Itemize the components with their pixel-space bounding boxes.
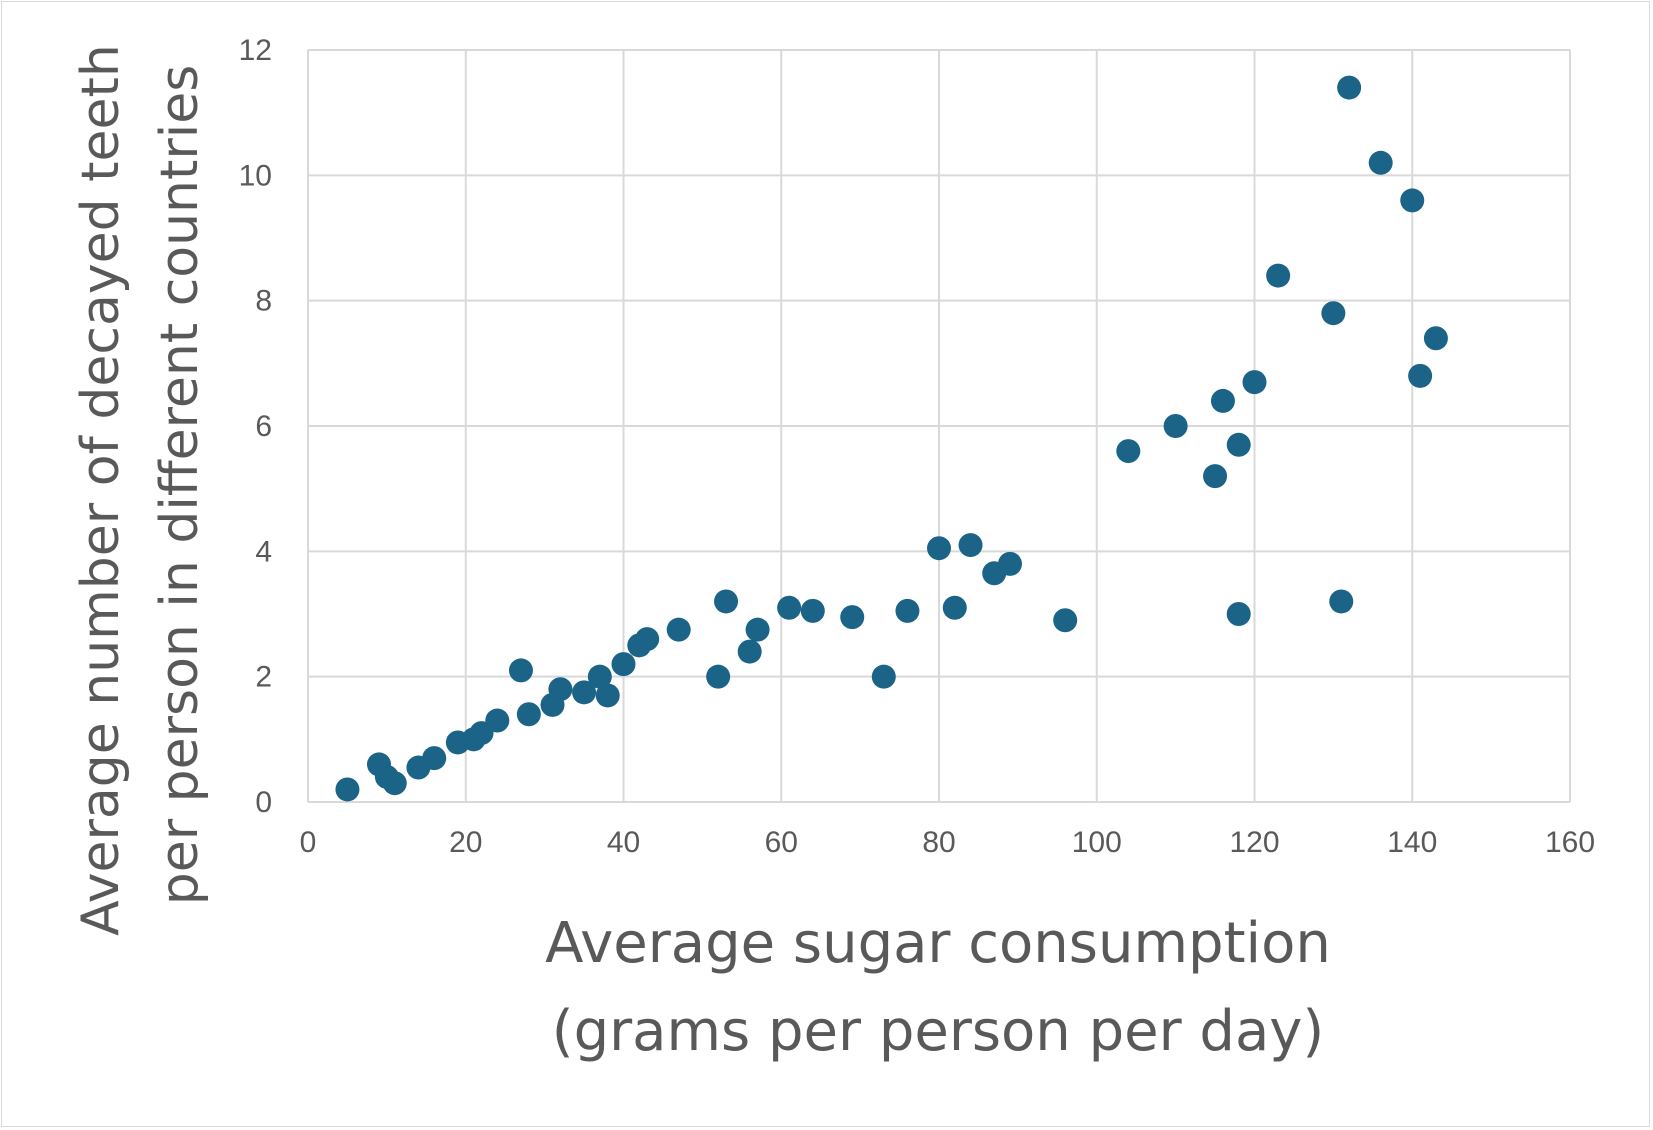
y-axis-title-line-2: per person in different countries xyxy=(150,65,210,906)
data-point xyxy=(1226,432,1251,457)
y-tick-label: 8 xyxy=(255,285,272,318)
data-point xyxy=(1210,388,1235,413)
data-point xyxy=(516,702,541,727)
data-point xyxy=(1203,464,1228,489)
data-point xyxy=(895,598,920,623)
data-points xyxy=(335,75,1448,802)
data-point xyxy=(1266,263,1291,288)
data-point xyxy=(422,746,447,771)
data-point xyxy=(1337,75,1362,100)
y-tick-label: 6 xyxy=(255,410,272,443)
x-tick-label: 80 xyxy=(922,826,955,859)
data-point xyxy=(1321,301,1346,326)
y-tick-label: 12 xyxy=(239,34,272,67)
y-tick-labels: 0 2 4 6 8 10 12 xyxy=(239,34,272,819)
data-point xyxy=(485,708,510,733)
x-axis-title-line-2: (grams per person per day) xyxy=(552,999,1325,1064)
data-point xyxy=(1400,188,1425,213)
y-tick-label: 10 xyxy=(239,159,272,192)
y-tick-label: 0 xyxy=(255,786,272,819)
data-point xyxy=(1226,602,1251,626)
data-point xyxy=(595,683,620,708)
data-point xyxy=(958,533,983,558)
data-point xyxy=(1329,589,1354,614)
data-point xyxy=(927,536,951,561)
data-point xyxy=(942,595,967,620)
x-tick-labels: 0 20 40 60 80 100 120 140 160 xyxy=(300,826,1595,859)
x-tick-label: 0 xyxy=(300,826,317,859)
x-tick-label: 20 xyxy=(449,826,482,859)
data-point xyxy=(1116,439,1141,464)
data-point xyxy=(745,617,770,642)
data-point xyxy=(840,605,865,630)
data-point xyxy=(1242,370,1267,395)
x-tick-label: 140 xyxy=(1387,826,1437,859)
data-point xyxy=(1423,326,1448,351)
data-point xyxy=(508,658,533,683)
data-point xyxy=(714,589,739,614)
data-point xyxy=(997,551,1022,576)
data-point xyxy=(1368,150,1393,175)
y-axis-title-line-1: Average number of decayed teeth xyxy=(71,44,131,936)
data-point xyxy=(1163,414,1188,438)
data-point xyxy=(572,680,597,705)
data-point xyxy=(1408,363,1433,388)
data-point xyxy=(1053,608,1078,633)
data-point xyxy=(800,598,825,623)
x-tick-label: 60 xyxy=(765,826,798,859)
data-point xyxy=(737,639,762,664)
data-point xyxy=(335,777,360,802)
data-point xyxy=(548,677,573,702)
data-point xyxy=(666,617,691,642)
data-point xyxy=(706,664,731,689)
data-point xyxy=(777,595,802,620)
x-tick-label: 40 xyxy=(607,826,640,859)
gridlines xyxy=(307,49,1571,803)
y-tick-label: 2 xyxy=(255,661,272,694)
data-point xyxy=(587,664,612,689)
x-tick-label: 100 xyxy=(1072,826,1122,859)
data-point xyxy=(382,771,407,796)
x-tick-label: 120 xyxy=(1229,826,1279,859)
y-tick-label: 4 xyxy=(255,535,272,568)
data-point xyxy=(635,627,660,652)
x-axis-title-line-1: Average sugar consumption xyxy=(545,911,1331,976)
data-point xyxy=(871,664,896,689)
data-point xyxy=(611,652,636,677)
x-tick-label: 160 xyxy=(1545,826,1595,859)
